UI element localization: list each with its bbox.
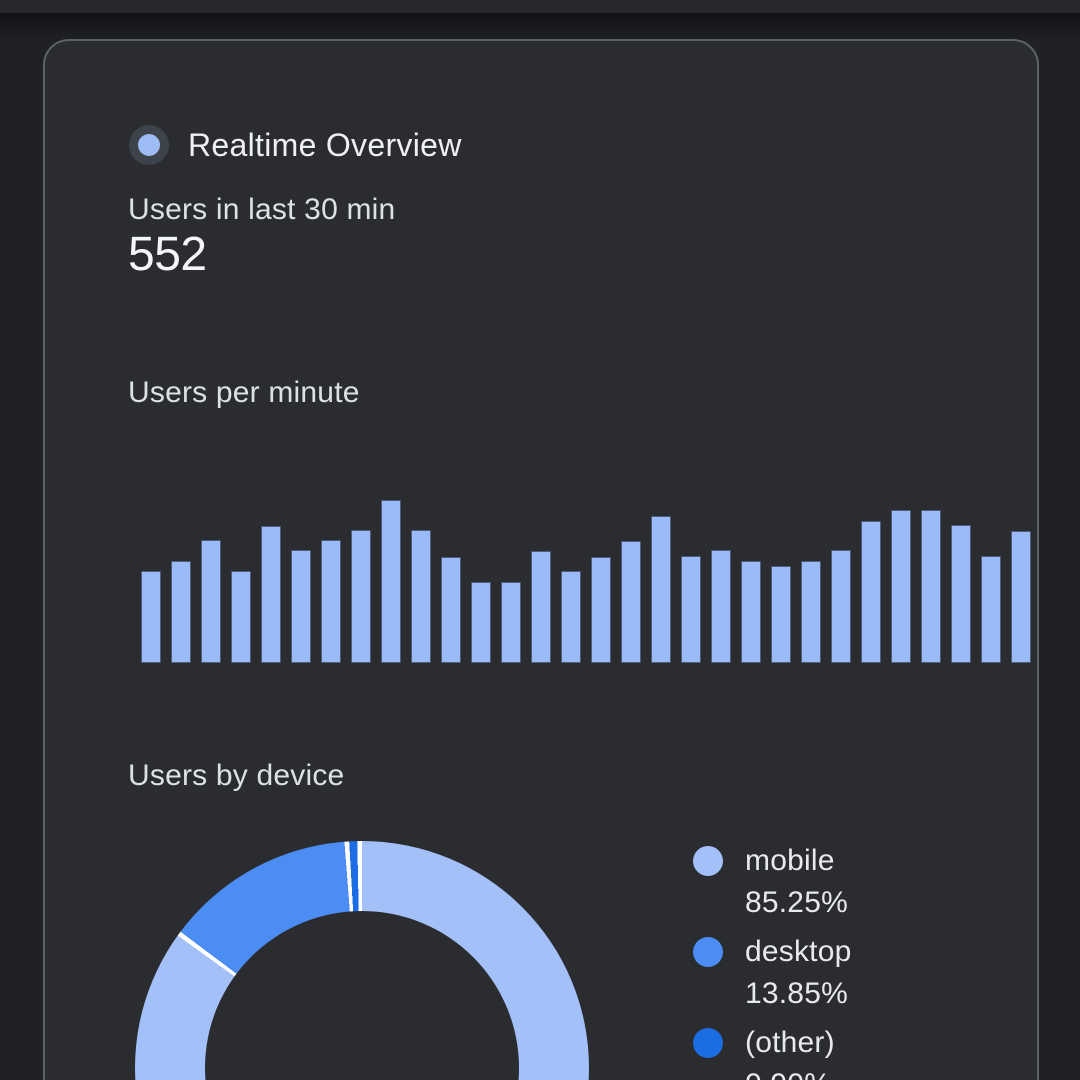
minute-bar[interactable]	[351, 530, 371, 663]
minute-bar[interactable]	[381, 500, 401, 663]
minute-bar[interactable]	[201, 540, 221, 663]
minute-bar[interactable]	[921, 510, 941, 663]
topbar-shadow	[0, 13, 1080, 41]
minute-bar[interactable]	[741, 561, 761, 663]
legend-percent: 85.25%	[745, 881, 1053, 924]
legend-dot	[693, 937, 723, 967]
minute-bar[interactable]	[801, 561, 821, 663]
minute-bar[interactable]	[441, 557, 461, 663]
users-30min-label: Users in last 30 min	[128, 191, 395, 229]
minute-bar[interactable]	[501, 582, 521, 663]
users-by-device-donut[interactable]	[135, 841, 589, 1080]
minute-bar[interactable]	[171, 561, 191, 663]
minute-bar[interactable]	[951, 525, 971, 663]
realtime-status-icon	[129, 125, 169, 165]
users-per-minute-label: Users per minute	[128, 374, 360, 412]
legend-dot	[693, 1028, 723, 1058]
realtime-overview-card[interactable]: Realtime Overview Users in last 30 min 5…	[43, 39, 1039, 1080]
card-header: Realtime Overview	[129, 125, 462, 165]
users-30min-value: 552	[128, 227, 207, 283]
minute-bar[interactable]	[891, 510, 911, 663]
minute-bar[interactable]	[681, 556, 701, 663]
minute-bar[interactable]	[771, 566, 791, 663]
users-by-device-label: Users by device	[128, 757, 344, 795]
minute-bar[interactable]	[471, 582, 491, 663]
minute-bar[interactable]	[981, 556, 1001, 663]
minute-bar[interactable]	[321, 540, 341, 663]
minute-bar[interactable]	[591, 557, 611, 663]
minute-bar[interactable]	[651, 516, 671, 663]
legend-percent: 0.90%	[745, 1063, 1053, 1080]
legend-label: desktop	[745, 932, 1053, 972]
donut-hole	[205, 911, 519, 1080]
legend-percent: 13.85%	[745, 972, 1053, 1015]
minute-bar[interactable]	[621, 541, 641, 663]
minute-bar[interactable]	[531, 551, 551, 663]
legend-item-other[interactable]: (other) 0.90%	[693, 1023, 1053, 1080]
legend-item-mobile[interactable]: mobile 85.25%	[693, 841, 1053, 924]
status-bar	[0, 0, 1080, 13]
minute-bar[interactable]	[261, 526, 281, 663]
realtime-status-dot	[138, 134, 160, 156]
minute-bar[interactable]	[291, 550, 311, 663]
page-title: Realtime Overview	[188, 127, 462, 164]
legend-item-desktop[interactable]: desktop 13.85%	[693, 932, 1053, 1015]
minute-bar[interactable]	[231, 571, 251, 663]
minute-bar[interactable]	[1011, 531, 1031, 663]
minute-bar[interactable]	[411, 530, 431, 663]
minute-bar[interactable]	[861, 521, 881, 663]
minute-bar[interactable]	[561, 571, 581, 663]
minute-bar[interactable]	[831, 550, 851, 663]
users-per-minute-chart[interactable]	[141, 470, 1031, 663]
minute-bar[interactable]	[711, 550, 731, 663]
legend-label: (other)	[745, 1023, 1053, 1063]
legend-dot	[693, 846, 723, 876]
device-legend: mobile 85.25% desktop 13.85% (other) 0.9…	[693, 841, 1053, 1080]
legend-label: mobile	[745, 841, 1053, 881]
minute-bar[interactable]	[141, 571, 161, 663]
